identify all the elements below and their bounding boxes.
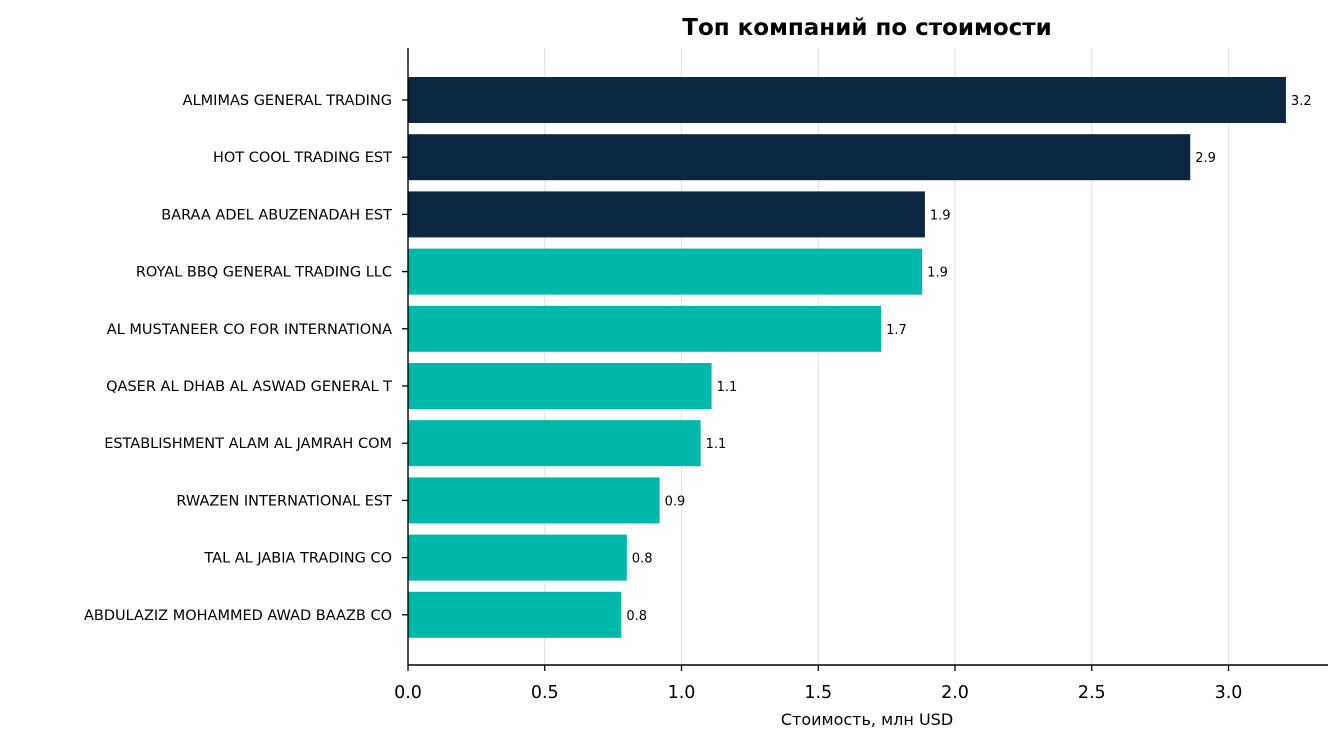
value-labels: 3.2 2.9 1.9 1.9 1.7 1.1 1.1 0.9 0.8 0.8 xyxy=(626,94,1311,624)
x-tick-label: 3.0 xyxy=(1215,683,1243,703)
x-axis-title: Стоимость, млн USD xyxy=(781,710,953,729)
category-label: ABDULAZIZ MOHAMMED AWAD BAAZB CO xyxy=(84,608,392,624)
x-tick-label: 2.5 xyxy=(1078,683,1106,703)
value-label: 0.8 xyxy=(626,609,647,624)
bar xyxy=(408,248,923,295)
value-label: 1.9 xyxy=(930,208,951,223)
category-label: RWAZEN INTERNATIONAL EST xyxy=(176,493,392,509)
category-label: ALMIMAS GENERAL TRADING xyxy=(183,93,392,109)
value-label: 1.9 xyxy=(927,266,948,281)
x-tick-label: 0.5 xyxy=(531,683,559,703)
x-tick-label: 1.5 xyxy=(804,683,832,703)
bar xyxy=(408,591,622,638)
bar xyxy=(408,477,660,524)
bar xyxy=(408,305,882,352)
x-tick-label: 1.0 xyxy=(668,683,696,703)
bar xyxy=(408,534,627,581)
category-label: AL MUSTANEER CO FOR INTERNATIONA xyxy=(107,322,392,338)
category-label: QASER AL DHAB AL ASWAD GENERAL T xyxy=(106,379,392,395)
x-tick-label: 0.0 xyxy=(394,683,422,703)
category-label: ROYAL BBQ GENERAL TRADING LLC xyxy=(136,265,392,281)
bar xyxy=(408,363,712,409)
x-axis-ticks: 0.0 0.5 1.0 1.5 2.0 2.5 3.0 xyxy=(394,665,1242,703)
bar xyxy=(408,134,1191,181)
category-label: TAL AL JABIA TRADING CO xyxy=(203,551,392,567)
value-label: 0.9 xyxy=(665,494,686,509)
value-label: 2.9 xyxy=(1195,151,1216,166)
x-tick-label: 2.0 xyxy=(941,683,969,703)
chart-title: Топ компаний по стоимости xyxy=(682,15,1051,41)
category-label: HOT COOL TRADING EST xyxy=(213,150,392,166)
category-labels: ALMIMAS GENERAL TRADING HOT COOL TRADING … xyxy=(84,93,408,624)
value-label: 1.1 xyxy=(717,380,738,395)
bar xyxy=(408,77,1286,123)
bar xyxy=(408,191,925,238)
bar xyxy=(408,420,701,467)
category-label: BARAA ADEL ABUZENADAH EST xyxy=(161,207,392,223)
value-label: 3.2 xyxy=(1291,94,1312,109)
category-label: ESTABLISHMENT ALAM AL JAMRAH COM xyxy=(104,436,392,452)
bars xyxy=(408,77,1286,638)
value-label: 1.1 xyxy=(706,437,727,452)
value-label: 0.8 xyxy=(632,552,653,567)
value-label: 1.7 xyxy=(886,323,907,338)
